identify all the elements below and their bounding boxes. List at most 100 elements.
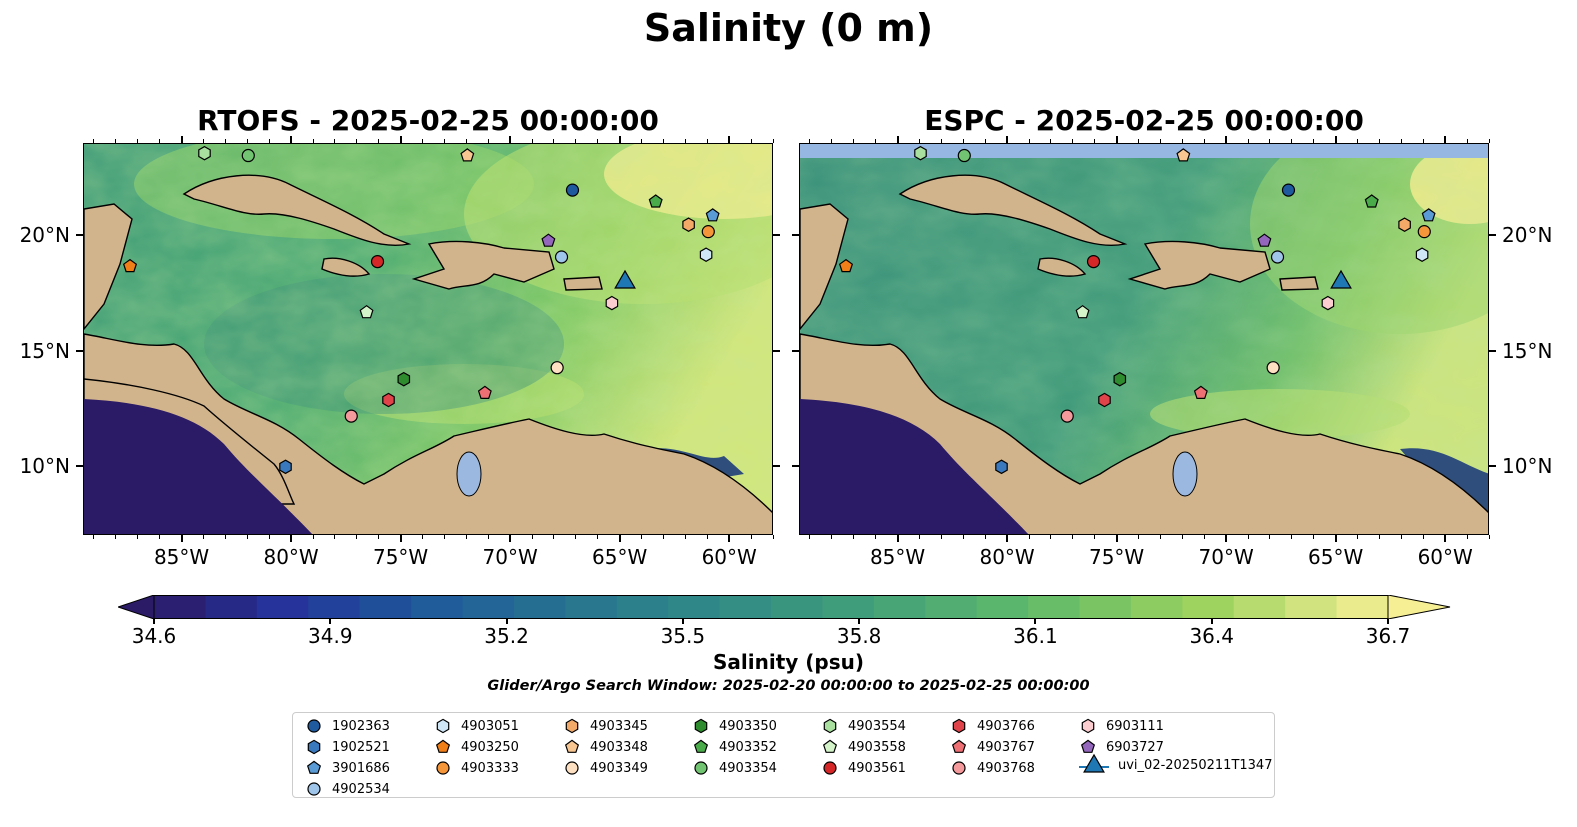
float-marker-4903558 [1075, 304, 1090, 319]
colorbar-tick-label: 35.5 [660, 624, 706, 648]
float-marker-4903767 [1193, 385, 1208, 399]
lon-tick-label: 65°W [1308, 545, 1364, 569]
float-marker-6903727 [541, 233, 556, 247]
lat-tick [1489, 349, 1496, 352]
minor-tick [1138, 535, 1140, 539]
colorbar-cell [925, 595, 978, 619]
legend-item-4903554: 4903554 [821, 716, 906, 736]
legend-marker-icon [951, 739, 967, 753]
minor-tick [1159, 535, 1161, 539]
lat-tick [792, 349, 799, 352]
minor-tick [831, 139, 833, 143]
legend-label: 4903354 [719, 760, 777, 776]
legend-label: 6903111 [1106, 718, 1164, 734]
float-marker-3901686 [705, 208, 720, 222]
colorbar-tick [329, 619, 332, 624]
minor-tick [1466, 535, 1468, 539]
minor-tick [312, 139, 314, 143]
minor-tick [1335, 139, 1337, 143]
minor-tick [159, 139, 161, 143]
minor-tick [1028, 139, 1030, 143]
lon-tick-label: 75°W [1088, 545, 1145, 569]
lat-tick [773, 464, 780, 467]
minor-tick [940, 535, 942, 539]
legend-label: 4903350 [719, 718, 777, 734]
float-marker-4903350 [397, 371, 411, 387]
lon-tick-label: 85°W [153, 545, 210, 569]
minor-tick [224, 535, 226, 539]
legend-marker-icon [822, 739, 838, 753]
minor-tick [487, 535, 489, 539]
minor-tick [137, 535, 139, 539]
float-marker-4903051 [1415, 247, 1429, 262]
minor-tick [400, 139, 402, 143]
float-marker-4903051 [699, 247, 713, 262]
marker-layer [122, 145, 720, 475]
legend-label: 4903250 [461, 739, 519, 755]
marker-layer [838, 145, 1436, 475]
colorbar-cell [513, 595, 566, 619]
minor-tick [1203, 535, 1205, 539]
legend-label: 4903348 [590, 739, 648, 755]
minor-tick [246, 535, 248, 539]
legend-label: uvi_02-20250211T1347 [1118, 757, 1273, 773]
colorbar-label: Salinity (psu) [712, 650, 864, 674]
minor-tick [853, 535, 855, 539]
minor-tick [378, 535, 380, 539]
minor-tick [1422, 535, 1424, 539]
colorbar-tick-label: 36.4 [1189, 624, 1234, 648]
espc-map [799, 143, 1489, 535]
minor-tick [750, 535, 752, 539]
minor-tick [597, 139, 599, 143]
legend-marker-icon [1080, 739, 1096, 753]
legend-marker-icon [823, 718, 837, 734]
minor-tick [575, 139, 577, 143]
minor-tick [962, 535, 964, 539]
lat-tick-label: 20°N [1502, 223, 1553, 248]
float-marker-4903768 [1060, 409, 1074, 423]
lon-tick-label: 80°W [263, 545, 319, 569]
float-marker-1902521 [995, 459, 1008, 475]
legend-marker-icon [1079, 753, 1109, 773]
minor-tick [597, 535, 599, 539]
legend-item-4903354: 4903354 [692, 758, 777, 778]
float-marker-4903250 [122, 258, 138, 273]
minor-tick [246, 139, 248, 143]
minor-tick [1006, 139, 1008, 143]
minor-tick [400, 535, 402, 539]
legend-label: 4903768 [977, 760, 1035, 776]
minor-tick [1357, 535, 1359, 539]
legend-label: 4903554 [848, 718, 906, 734]
legend-item-4903349: 4903349 [563, 758, 648, 778]
minor-tick [875, 535, 877, 539]
minor-tick [1400, 139, 1402, 143]
colorbar-cell [154, 595, 206, 619]
float-marker-4903350 [1113, 371, 1127, 387]
float-marker-1902521 [279, 459, 292, 475]
minor-tick [984, 535, 986, 539]
no-data-band [800, 144, 1488, 158]
minor-tick [422, 535, 424, 539]
legend-label: 4902534 [332, 781, 390, 797]
minor-tick [1225, 139, 1227, 143]
minor-tick [443, 535, 445, 539]
legend-marker-icon [307, 719, 321, 733]
legend-marker-icon [952, 718, 966, 734]
minor-tick [1072, 535, 1074, 539]
float-marker-4903766 [382, 392, 395, 408]
colorbar-cell [1079, 595, 1132, 619]
minor-tick [1225, 535, 1227, 539]
colorbar-cell [976, 595, 1029, 619]
legend-marker-icon [565, 761, 579, 775]
legend-marker-icon [436, 718, 450, 734]
legend-marker-icon [1081, 718, 1095, 734]
float-marker-6903727 [1257, 233, 1272, 247]
colorbar-cell [1182, 595, 1235, 619]
colorbar-cell [1028, 595, 1080, 619]
minor-tick [1138, 139, 1140, 143]
legend-item-1902521: 1902521 [305, 737, 390, 757]
lat-tick-label: 15°N [1502, 338, 1553, 363]
float-marker-4903558 [359, 304, 374, 319]
minor-tick [684, 139, 686, 143]
minor-tick [772, 139, 774, 143]
